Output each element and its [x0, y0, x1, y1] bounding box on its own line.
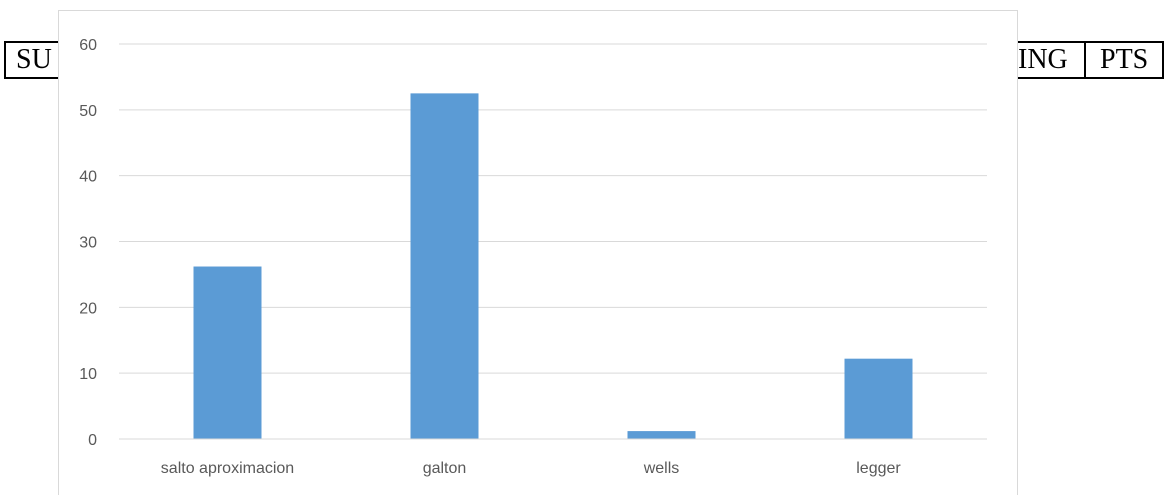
x-category-label-wells: wells [643, 460, 680, 477]
bar-galton [410, 93, 479, 439]
chart-frame: 0 10 20 30 40 50 60 salto aproximacion galton wel… [58, 10, 1018, 495]
background-table-divider [1084, 41, 1086, 79]
bar-salto-aproximacion [193, 266, 262, 439]
x-category-label-salto-aproximacion: salto aproximacion [161, 460, 294, 477]
x-category-label-galton: galton [423, 460, 467, 477]
background-table-right-cells: ING PTS [1016, 41, 1164, 79]
bar-legger [844, 358, 913, 439]
y-tick-label-20: 20 [79, 300, 97, 317]
bar-wells [627, 431, 696, 439]
y-tick-label-50: 50 [79, 103, 97, 120]
background-table-text-pts: PTS [1100, 44, 1149, 75]
background-table-left-text: SU [16, 44, 52, 75]
y-tick-label-30: 30 [79, 235, 97, 252]
y-tick-label-40: 40 [79, 169, 97, 186]
background-table-text-ing: ING [1018, 44, 1068, 75]
y-tick-label-10: 10 [79, 366, 97, 383]
y-tick-label-60: 60 [79, 37, 97, 54]
y-tick-label-0: 0 [88, 432, 97, 449]
background-table-left-cell: SU [4, 41, 60, 79]
bar-chart: 0 10 20 30 40 50 60 salto aproximacion galton wel… [79, 37, 987, 477]
x-category-label-legger: legger [856, 460, 901, 477]
